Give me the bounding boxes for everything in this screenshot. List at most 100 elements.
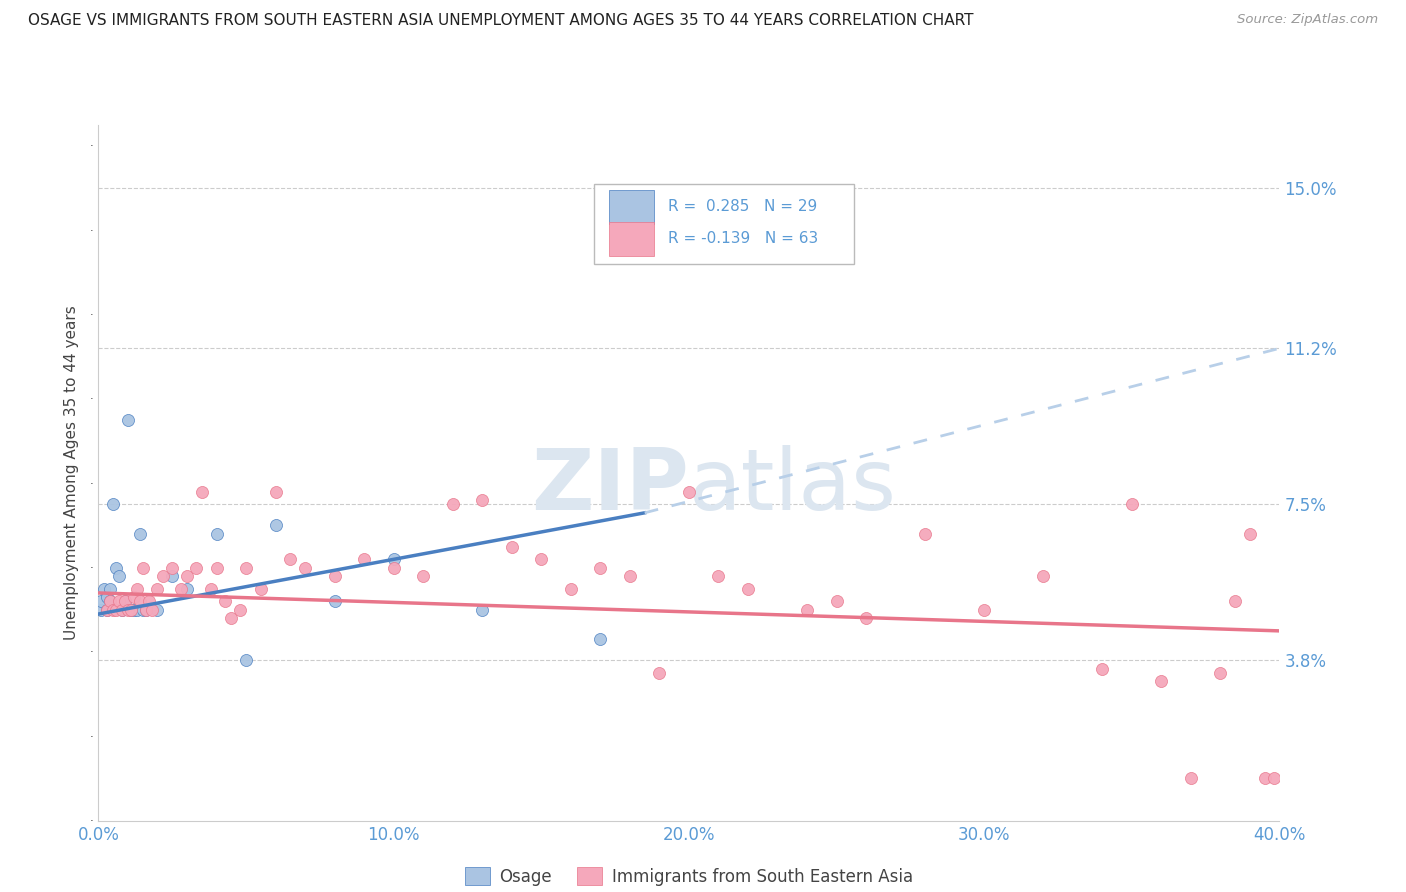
Point — [111, 603, 134, 617]
Point — [135, 603, 157, 617]
Point — [323, 594, 346, 608]
Point — [353, 552, 375, 566]
Point — [501, 540, 523, 554]
Point — [128, 527, 150, 541]
Point — [1223, 594, 1246, 608]
Point — [117, 413, 139, 427]
FancyBboxPatch shape — [595, 184, 855, 264]
Point — [120, 603, 142, 617]
Point — [114, 594, 136, 608]
Point — [122, 590, 145, 604]
Point — [105, 560, 128, 574]
Point — [96, 590, 118, 604]
Point — [93, 582, 115, 596]
Point — [132, 560, 155, 574]
Text: R =  0.285   N = 29: R = 0.285 N = 29 — [668, 200, 817, 214]
Point — [323, 569, 346, 583]
Point — [250, 582, 273, 596]
Point — [98, 594, 121, 608]
Point — [796, 603, 818, 617]
Point — [122, 603, 145, 617]
Point — [737, 582, 759, 596]
Point — [619, 569, 641, 583]
Text: atlas: atlas — [689, 445, 897, 528]
Text: ZIP: ZIP — [531, 445, 689, 528]
Point — [294, 560, 316, 574]
Text: R = -0.139   N = 63: R = -0.139 N = 63 — [668, 232, 818, 246]
Point — [128, 594, 150, 608]
Text: Source: ZipAtlas.com: Source: ZipAtlas.com — [1237, 13, 1378, 27]
Point — [825, 594, 848, 608]
Point — [648, 666, 671, 681]
Point — [264, 518, 287, 533]
Point — [90, 594, 112, 608]
Point — [1239, 527, 1261, 541]
Point — [214, 594, 236, 608]
Point — [96, 603, 118, 617]
Point — [1254, 772, 1277, 786]
Point — [162, 560, 183, 574]
Point — [176, 569, 198, 583]
Point — [264, 484, 287, 499]
Point — [589, 560, 612, 574]
Point — [560, 582, 582, 596]
Point — [170, 582, 193, 596]
Point — [135, 603, 157, 617]
Point — [1032, 569, 1054, 583]
Legend: Osage, Immigrants from South Eastern Asia: Osage, Immigrants from South Eastern Asi… — [458, 861, 920, 892]
Point — [138, 594, 160, 608]
Point — [125, 603, 148, 617]
Bar — [609, 222, 654, 256]
Point — [96, 603, 118, 617]
Point — [111, 603, 134, 617]
Point — [382, 552, 405, 566]
Point — [1180, 772, 1202, 786]
Point — [146, 603, 169, 617]
Point — [108, 594, 131, 608]
Point — [219, 611, 242, 625]
Point — [973, 603, 995, 617]
Point — [471, 493, 494, 508]
Point — [120, 603, 142, 617]
Point — [678, 484, 700, 499]
Point — [125, 582, 148, 596]
Point — [855, 611, 877, 625]
Point — [103, 603, 125, 617]
Text: OSAGE VS IMMIGRANTS FROM SOUTH EASTERN ASIA UNEMPLOYMENT AMONG AGES 35 TO 44 YEA: OSAGE VS IMMIGRANTS FROM SOUTH EASTERN A… — [28, 13, 973, 29]
Point — [105, 603, 128, 617]
Point — [103, 497, 125, 511]
Point — [176, 582, 198, 596]
Point — [1150, 674, 1173, 689]
Point — [117, 603, 139, 617]
Point — [1209, 666, 1232, 681]
Y-axis label: Unemployment Among Ages 35 to 44 years: Unemployment Among Ages 35 to 44 years — [65, 305, 79, 640]
Point — [1121, 497, 1143, 511]
Point — [98, 594, 121, 608]
Point — [471, 603, 494, 617]
Point — [205, 560, 228, 574]
Point — [191, 484, 214, 499]
Point — [200, 582, 222, 596]
Point — [707, 569, 730, 583]
Point — [235, 560, 257, 574]
Point — [441, 497, 464, 511]
Point — [98, 582, 121, 596]
Bar — [609, 190, 654, 224]
Point — [1263, 772, 1285, 786]
Point — [162, 569, 183, 583]
Point — [530, 552, 553, 566]
Point — [108, 569, 131, 583]
Point — [382, 560, 405, 574]
Point — [205, 527, 228, 541]
Point — [914, 527, 936, 541]
Point — [412, 569, 434, 583]
Point — [146, 582, 169, 596]
Point — [152, 569, 174, 583]
Point — [184, 560, 207, 574]
Point — [114, 594, 136, 608]
Point — [1091, 662, 1114, 676]
Point — [90, 603, 112, 617]
Point — [278, 552, 302, 566]
Point — [235, 653, 257, 667]
Point — [132, 603, 155, 617]
